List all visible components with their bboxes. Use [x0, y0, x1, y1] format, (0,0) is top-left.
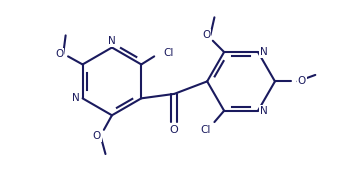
Text: N: N — [261, 106, 268, 116]
Text: N: N — [261, 47, 268, 57]
Text: N: N — [108, 36, 116, 46]
Text: Cl: Cl — [201, 125, 211, 135]
Text: N: N — [72, 93, 80, 103]
Text: O: O — [92, 131, 101, 141]
Text: O: O — [55, 49, 63, 59]
Text: O: O — [202, 30, 210, 40]
Text: O: O — [170, 125, 179, 135]
Text: O: O — [298, 76, 306, 86]
Text: Cl: Cl — [163, 48, 173, 58]
